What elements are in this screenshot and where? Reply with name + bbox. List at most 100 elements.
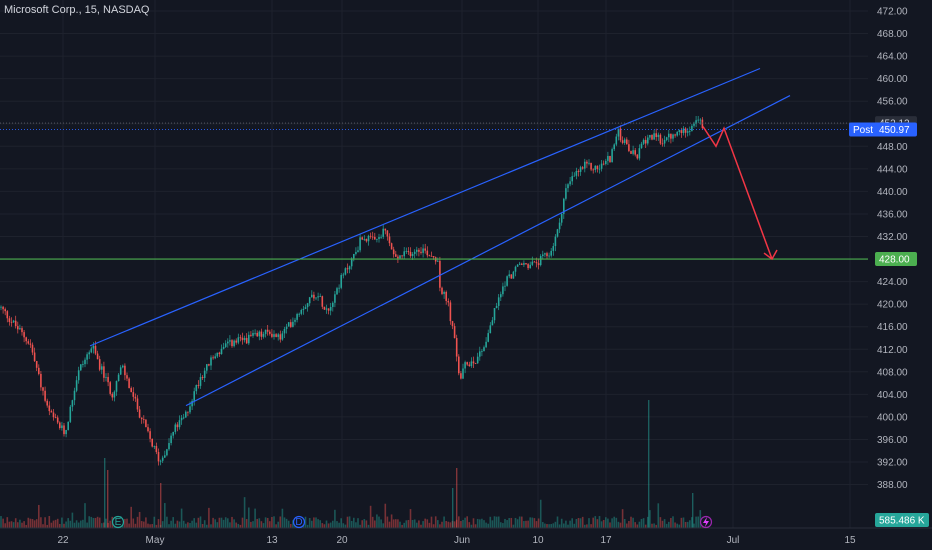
volume-bar bbox=[590, 524, 592, 528]
volume-bar bbox=[80, 520, 82, 528]
candle-body bbox=[676, 132, 678, 136]
post-price-tag[interactable]: 450.97 bbox=[875, 122, 917, 137]
candle-body bbox=[94, 345, 97, 354]
candlestick-series bbox=[0, 115, 704, 466]
candle-body bbox=[672, 134, 674, 139]
volume-bar bbox=[361, 520, 363, 528]
candle-body bbox=[164, 455, 166, 458]
candle-body bbox=[40, 373, 42, 388]
candle-body bbox=[563, 198, 565, 214]
candle-body bbox=[626, 139, 628, 145]
lightning-icon[interactable] bbox=[699, 515, 713, 529]
candle-body bbox=[212, 357, 214, 359]
candle-body bbox=[405, 250, 408, 252]
volume-bar bbox=[640, 518, 643, 528]
volume-bar bbox=[308, 517, 311, 528]
candle-body bbox=[407, 250, 410, 252]
volume-bar bbox=[479, 519, 481, 528]
volume-bar bbox=[168, 524, 170, 528]
candle-body bbox=[451, 321, 454, 327]
candle-body bbox=[153, 446, 156, 447]
candle-body bbox=[287, 322, 290, 327]
volume-tag[interactable]: 585.486 K bbox=[875, 513, 929, 527]
candle-body bbox=[168, 443, 170, 450]
volume-bar bbox=[523, 521, 525, 528]
volume-bar bbox=[174, 523, 177, 528]
candle-body bbox=[227, 341, 229, 344]
channel-upper-line[interactable] bbox=[89, 67, 761, 347]
volume-bar bbox=[145, 517, 147, 528]
volume-bar bbox=[260, 521, 263, 528]
candle-body bbox=[317, 296, 319, 298]
volume-bar bbox=[659, 517, 662, 528]
volume-spike bbox=[104, 458, 106, 528]
price-tick-label: 448.00 bbox=[877, 142, 908, 153]
volume-bar bbox=[432, 524, 435, 528]
earnings-marker[interactable]: E bbox=[111, 515, 125, 529]
volume-bar bbox=[598, 516, 601, 528]
candle-body bbox=[111, 393, 114, 398]
candle-body bbox=[29, 343, 32, 345]
volume-bar bbox=[319, 520, 321, 528]
channel-lower-line[interactable] bbox=[185, 95, 791, 407]
volume-bar bbox=[539, 499, 542, 528]
time-axis[interactable]: 22 May 13 20 Jun 10 17 Jul 15 bbox=[0, 527, 932, 550]
candle-body bbox=[31, 344, 34, 353]
price-tick-label: 388.00 bbox=[877, 480, 908, 491]
volume-bar bbox=[33, 520, 36, 528]
volume-bar bbox=[63, 523, 65, 528]
volume-bar bbox=[237, 523, 240, 528]
candle-body bbox=[71, 400, 74, 407]
price-axis[interactable]: 472.00468.00464.00460.00456.00452.00448.… bbox=[849, 0, 932, 528]
candle-body bbox=[409, 251, 412, 257]
candle-body bbox=[518, 263, 521, 265]
volume-bar bbox=[403, 522, 405, 528]
volume-bar bbox=[172, 517, 174, 528]
volume-bar bbox=[516, 519, 519, 528]
dividend-marker-letter: D bbox=[295, 517, 302, 528]
price-tick-label: 412.00 bbox=[877, 345, 908, 356]
price-tick-label: 420.00 bbox=[877, 300, 908, 311]
candle-body bbox=[636, 154, 639, 159]
candle-body bbox=[266, 329, 269, 332]
support-price-tag[interactable]: 428.00 bbox=[875, 252, 917, 267]
volume-bar bbox=[126, 518, 128, 528]
candle-body bbox=[640, 143, 643, 149]
volume-bar bbox=[124, 518, 126, 528]
post-label-tag[interactable]: Post bbox=[849, 122, 881, 137]
candle-body bbox=[609, 155, 611, 163]
candle-body bbox=[180, 417, 183, 421]
candle-body bbox=[392, 249, 395, 255]
projection-path[interactable] bbox=[702, 126, 773, 260]
candle-body bbox=[10, 321, 13, 323]
volume-bar bbox=[353, 517, 355, 528]
volume-bar bbox=[166, 516, 168, 528]
candle-body bbox=[50, 411, 53, 413]
candle-body bbox=[686, 131, 689, 133]
volume-bar bbox=[663, 519, 666, 528]
candle-body bbox=[262, 333, 265, 337]
volume-bar bbox=[128, 523, 130, 528]
candle-body bbox=[403, 251, 405, 257]
volume-bar bbox=[636, 524, 639, 528]
candle-body bbox=[416, 249, 418, 252]
volume-bar bbox=[245, 519, 248, 528]
candle-body bbox=[185, 411, 187, 418]
volume-bar bbox=[357, 518, 359, 528]
candle-body bbox=[248, 334, 250, 344]
candle-body bbox=[176, 424, 179, 428]
candle-body bbox=[350, 258, 353, 267]
volume-bar bbox=[109, 520, 111, 528]
candle-body bbox=[470, 361, 473, 367]
drawing-tools[interactable] bbox=[0, 67, 868, 407]
dividend-marker[interactable]: D bbox=[292, 515, 306, 529]
volume-bar bbox=[613, 516, 615, 528]
price-tick-label: 392.00 bbox=[877, 458, 908, 469]
volume-bar bbox=[386, 516, 389, 528]
candle-body bbox=[476, 356, 479, 364]
volume-bar bbox=[231, 516, 233, 528]
volume-bar bbox=[48, 516, 51, 528]
volume-bar bbox=[680, 517, 683, 528]
